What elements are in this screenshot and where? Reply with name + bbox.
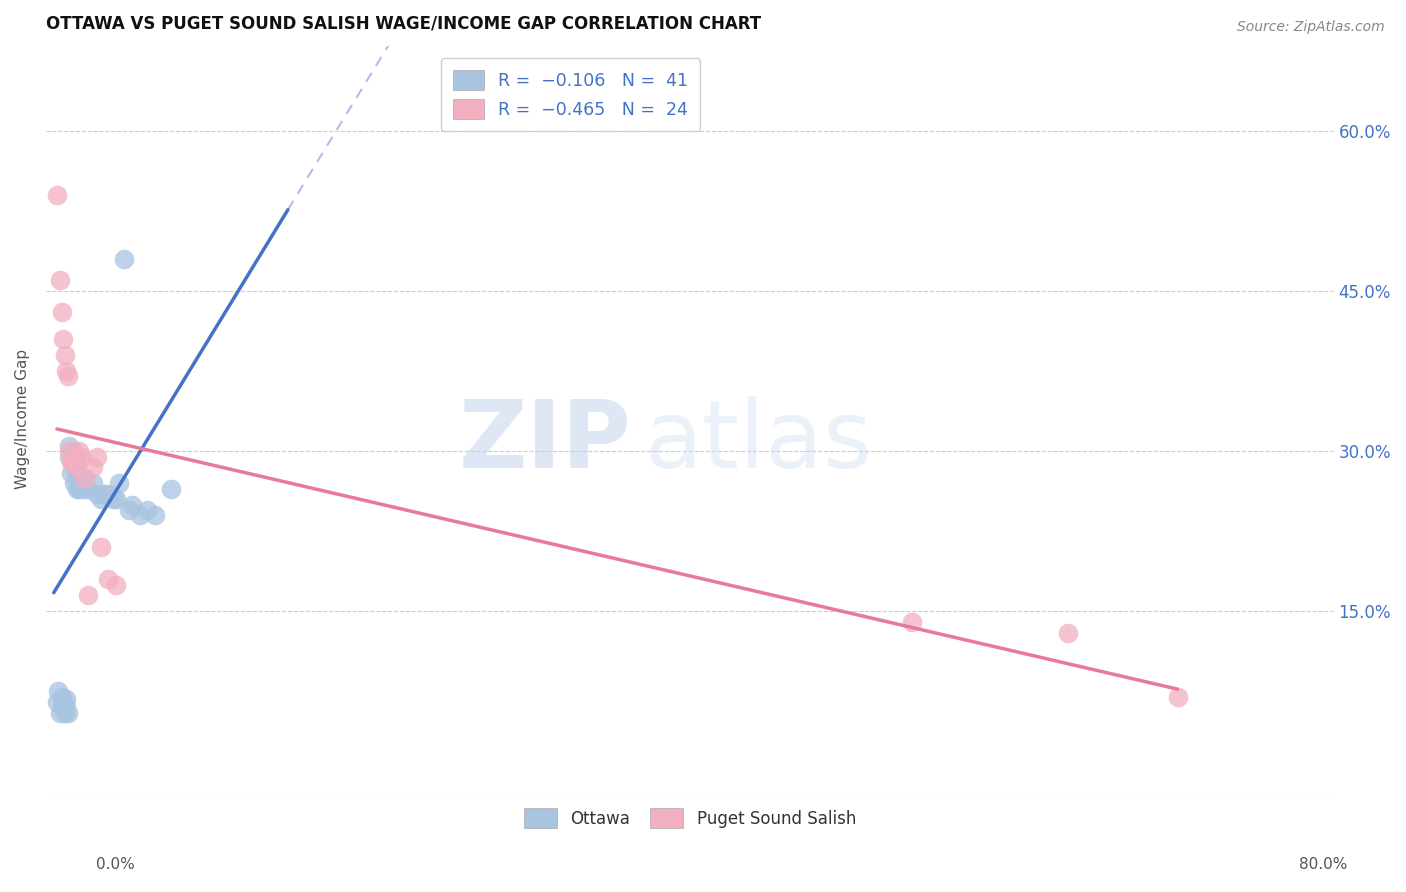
Point — [45, 695, 67, 709]
Text: OTTAWA VS PUGET SOUND SALISH WAGE/INCOME GAP CORRELATION CHART: OTTAWA VS PUGET SOUND SALISH WAGE/INCOME… — [46, 15, 761, 33]
Y-axis label: Wage/Income Gap: Wage/Income Gap — [15, 349, 30, 489]
Legend: Ottawa, Puget Sound Salish: Ottawa, Puget Sound Salish — [515, 799, 865, 837]
Point — [82, 476, 104, 491]
Point — [55, 691, 77, 706]
Point — [49, 706, 72, 720]
Point — [73, 471, 96, 485]
Point — [70, 471, 93, 485]
Text: Source: ZipAtlas.com: Source: ZipAtlas.com — [1237, 20, 1385, 34]
Point — [86, 487, 108, 501]
Text: 80.0%: 80.0% — [1299, 857, 1347, 872]
Point — [93, 487, 115, 501]
Point — [112, 252, 135, 266]
Point — [101, 492, 124, 507]
Point — [160, 482, 183, 496]
Point — [56, 706, 79, 720]
Point — [901, 615, 924, 629]
Point — [53, 348, 76, 362]
Point — [62, 444, 84, 458]
Point — [59, 466, 82, 480]
Point — [143, 508, 166, 523]
Point — [56, 369, 79, 384]
Point — [97, 487, 120, 501]
Point — [45, 188, 67, 202]
Point — [55, 700, 77, 714]
Text: atlas: atlas — [645, 395, 873, 488]
Point — [77, 588, 100, 602]
Point — [86, 450, 108, 464]
Point — [58, 450, 80, 464]
Point — [52, 695, 75, 709]
Point — [55, 364, 77, 378]
Point — [62, 455, 84, 469]
Point — [67, 444, 90, 458]
Point — [72, 482, 94, 496]
Point — [52, 332, 75, 346]
Point — [1167, 690, 1189, 704]
Point — [66, 482, 89, 496]
Point — [136, 503, 159, 517]
Point — [63, 476, 86, 491]
Point — [66, 460, 89, 475]
Point — [62, 455, 84, 469]
Point — [105, 492, 128, 507]
Point — [66, 466, 89, 480]
Point — [51, 305, 73, 319]
Point — [58, 444, 80, 458]
Point — [82, 460, 104, 475]
Point — [77, 482, 100, 496]
Point — [49, 273, 72, 287]
Point — [118, 503, 141, 517]
Point — [51, 700, 73, 714]
Text: 0.0%: 0.0% — [96, 857, 135, 872]
Point — [53, 706, 76, 720]
Point — [63, 460, 86, 475]
Point — [90, 540, 112, 554]
Point — [128, 508, 150, 523]
Point — [121, 498, 143, 512]
Point — [1057, 625, 1080, 640]
Point — [58, 439, 80, 453]
Point — [105, 577, 128, 591]
Point — [73, 471, 96, 485]
Point — [70, 450, 93, 464]
Point — [90, 492, 112, 507]
Point — [63, 450, 86, 464]
Point — [65, 450, 87, 464]
Point — [51, 690, 73, 704]
Text: ZIP: ZIP — [458, 395, 631, 488]
Point — [67, 471, 90, 485]
Point — [108, 476, 131, 491]
Point — [97, 572, 120, 586]
Point — [48, 684, 70, 698]
Point — [67, 482, 90, 496]
Point — [59, 455, 82, 469]
